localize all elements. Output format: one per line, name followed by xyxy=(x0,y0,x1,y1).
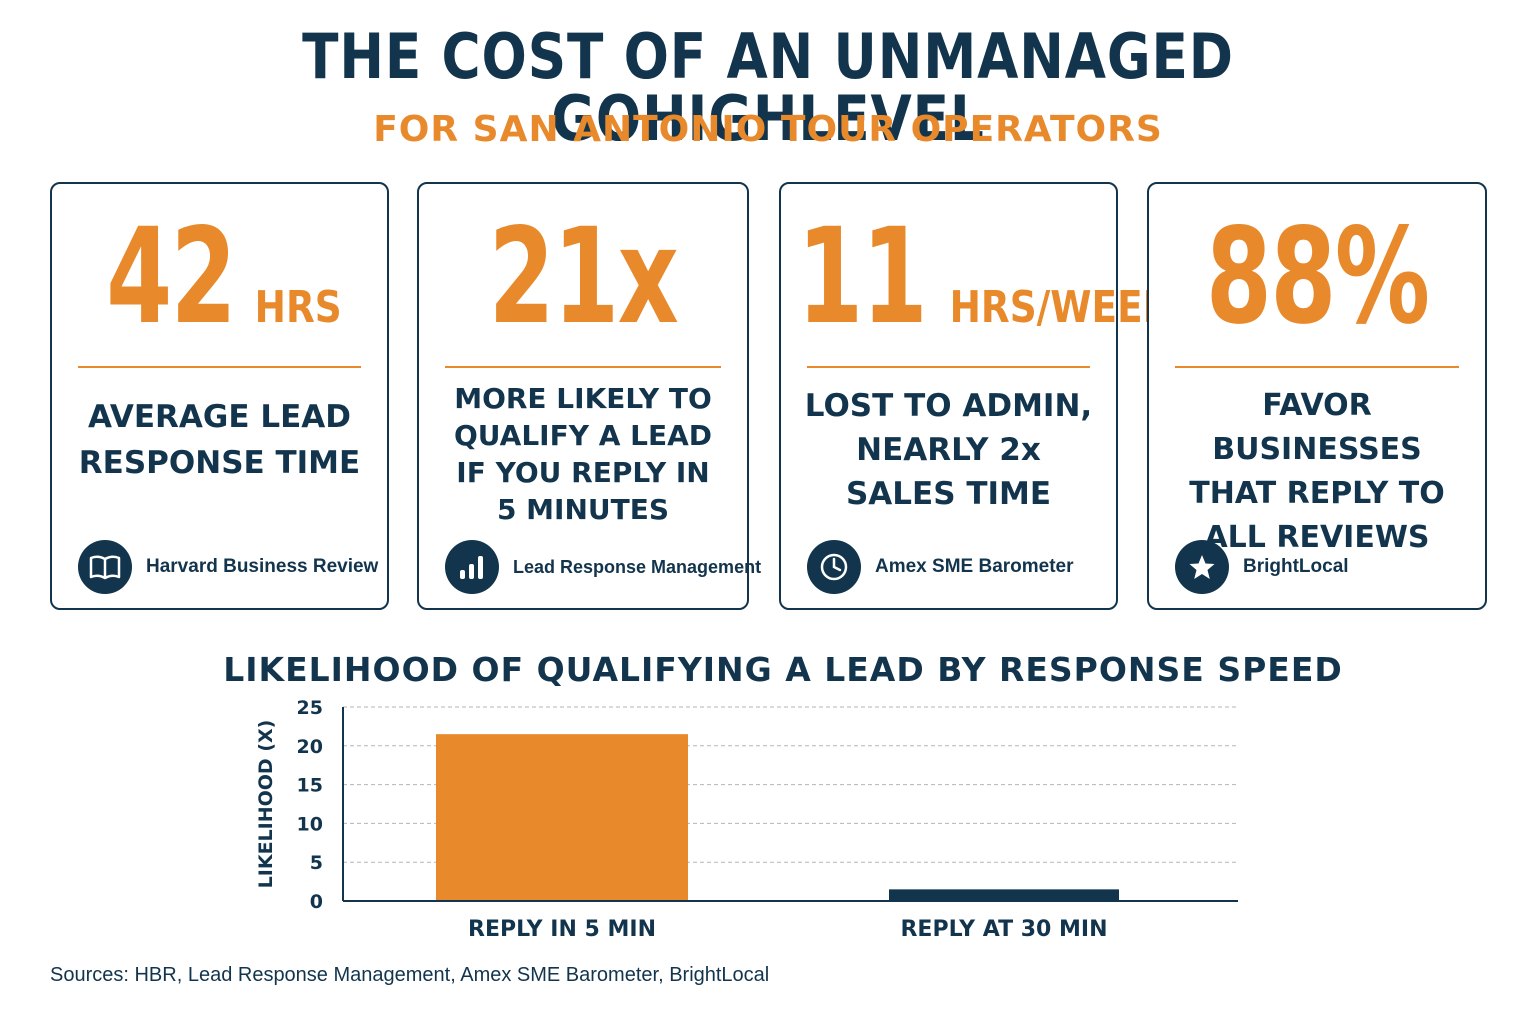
stat-source: Lead Response Management xyxy=(445,540,761,594)
stat-value: 88% xyxy=(1205,200,1430,354)
y-tick-label: 10 xyxy=(297,813,323,835)
star-icon xyxy=(1175,540,1229,594)
y-tick-label: 25 xyxy=(297,697,323,719)
page-title: THE COST OF AN UNMANAGED GOHIGHLEVEL xyxy=(302,20,1234,155)
chart-title: LIKELIHOOD OF QUALIFYING A LEAD BY RESPO… xyxy=(223,650,1343,689)
page-subtitle: FOR SAN ANTONIO TOUR OPERATORS xyxy=(373,109,1163,150)
bar xyxy=(436,734,688,901)
x-tick-label: REPLY IN 5 MIN xyxy=(468,917,656,942)
stat-value: 11 xyxy=(797,200,928,354)
stat-card-review-replies: 88% FAVOR BUSINESSES THAT REPLY TO ALL R… xyxy=(1147,182,1487,610)
source-label: Amex SME Barometer xyxy=(875,556,1074,577)
stat-description: LOST TO ADMIN, NEARLY 2x SALES TIME xyxy=(804,388,1093,512)
stat-value: 42 xyxy=(106,200,237,354)
y-tick-label: 20 xyxy=(297,736,323,758)
clock-icon xyxy=(807,540,861,594)
footer-sources: Sources: HBR, Lead Response Management, … xyxy=(50,964,770,986)
stat-unit: HRS/WEEK xyxy=(949,282,1172,333)
stat-value-line: 11 HRS/WEEK xyxy=(781,200,1171,354)
x-tick-label: REPLY AT 30 MIN xyxy=(900,917,1107,942)
bar xyxy=(889,889,1119,901)
book-icon xyxy=(78,540,132,594)
stat-value: 21x xyxy=(488,200,679,354)
stat-card-admin-time: 11 HRS/WEEK LOST TO ADMIN, NEARLY 2x SAL… xyxy=(779,182,1171,610)
source-label: Lead Response Management xyxy=(513,556,762,577)
stat-description: MORE LIKELY TO QUALIFY A LEAD IF YOU REP… xyxy=(453,382,713,526)
stat-source: Harvard Business Review xyxy=(78,540,379,594)
stat-source: BrightLocal xyxy=(1175,540,1475,594)
stat-source: Amex SME Barometer xyxy=(807,540,1106,594)
stat-unit: HRS xyxy=(254,282,342,333)
card-divider xyxy=(807,366,1090,368)
y-axis-label: LIKELIHOOD (X) xyxy=(255,720,277,889)
y-tick-label: 5 xyxy=(310,852,323,874)
stat-card-qualify-likelihood: 21x MORE LIKELY TO QUALIFY A LEAD IF YOU… xyxy=(417,182,761,610)
stat-value-line: 88% xyxy=(1149,200,1485,354)
card-divider xyxy=(78,366,361,368)
card-divider xyxy=(445,366,721,368)
stat-value-line: 42 HRS xyxy=(52,200,387,354)
stat-description: FAVOR BUSINESSES THAT REPLY TO ALL REVIE… xyxy=(1189,388,1445,555)
bar-chart-icon xyxy=(445,540,499,594)
source-label: BrightLocal xyxy=(1243,556,1349,577)
y-tick-label: 15 xyxy=(297,775,323,797)
stat-card-response-time: 42 HRS AVERAGE LEAD RESPONSE TIME Harvar… xyxy=(50,182,389,610)
stat-value-line: 21x xyxy=(419,200,747,354)
stat-description: AVERAGE LEAD RESPONSE TIME xyxy=(78,399,361,481)
card-divider xyxy=(1175,366,1459,368)
y-tick-label: 0 xyxy=(310,891,323,913)
source-label: Harvard Business Review xyxy=(146,556,379,577)
